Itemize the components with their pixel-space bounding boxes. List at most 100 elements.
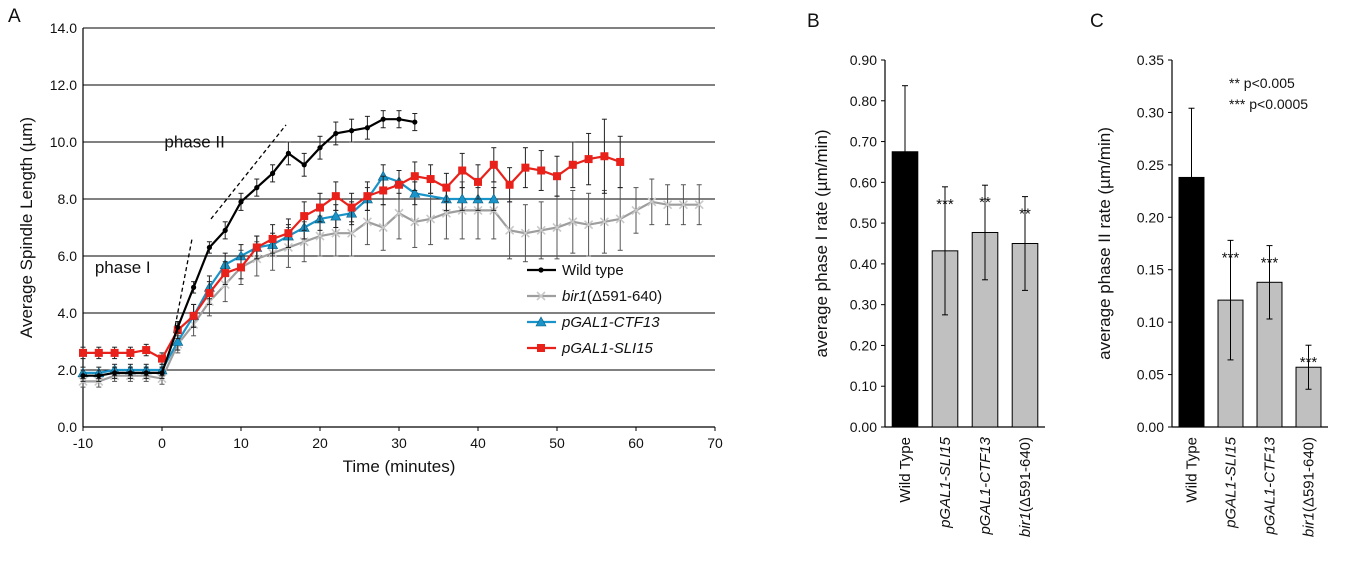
panel-label-c: C: [1090, 11, 1104, 32]
series-marker: [206, 244, 212, 251]
series-marker: [270, 170, 276, 176]
category-label-name: pGAL1-CTF13: [1262, 436, 1279, 535]
series-marker: [568, 217, 578, 227]
series-marker: [221, 269, 230, 278]
series-marker: [409, 187, 421, 198]
x-tick-label: -10: [73, 435, 93, 451]
series-line: [83, 118, 415, 377]
series-marker: [299, 237, 309, 247]
series-marker: [317, 145, 323, 151]
series-marker: [600, 152, 609, 161]
y-tick-label: 0.70: [850, 134, 877, 150]
series-marker: [80, 373, 86, 379]
series-marker: [363, 192, 372, 201]
series-marker: [364, 125, 370, 131]
y-tick-label: 0.00: [850, 419, 877, 435]
series-marker: [175, 324, 181, 330]
annotation-dashed-line: [173, 238, 193, 334]
series-marker: [189, 311, 198, 320]
series-marker: [488, 193, 500, 204]
series-marker: [252, 243, 261, 252]
y-tick-label: 0.0: [58, 419, 78, 435]
panel-a: A 0.0 2.0 4.0 6.0 8.0 10.0 12.0 14.0 -10 0 10 20 30 40…: [8, 6, 723, 476]
series-marker: [143, 370, 149, 376]
category-label: pGAL1-SLI15: [937, 436, 954, 529]
legend-label-name: bir1: [562, 288, 587, 305]
category-label-name: bir1: [1301, 512, 1318, 537]
y-tick-label: 0.00: [1137, 419, 1164, 435]
series-marker: [678, 200, 688, 210]
category-label-name: pGAL1-SLI15: [1223, 436, 1240, 529]
y-axis-title: average phase I rate (µm/min): [812, 129, 831, 357]
series-marker: [535, 316, 547, 327]
series-marker: [537, 344, 545, 352]
panel-c: C 0.00 0.05 0.10 0.15 0.20 0.25 0.30 0.35 average…: [1090, 11, 1328, 537]
x-tick-label: 60: [628, 435, 644, 451]
category-label-name: pGAL1-SLI15: [937, 436, 954, 529]
series-marker: [412, 119, 418, 125]
series-marker: [315, 231, 325, 241]
significance-marker: ***: [1222, 249, 1240, 266]
series-marker: [616, 157, 625, 166]
series-marker: [316, 203, 324, 212]
x-axis-title: Time (minutes): [343, 457, 456, 476]
category-label: bir1(Δ591-640): [1017, 437, 1034, 537]
legend-label-name: pGAL1-SLI15: [561, 340, 654, 357]
y-tick-label: 0.10: [850, 378, 877, 394]
series-marker: [112, 370, 118, 376]
series-marker: [520, 228, 530, 238]
series-wild-type: [80, 110, 418, 382]
series-marker: [584, 155, 593, 164]
series-marker: [396, 116, 402, 122]
series-marker: [159, 370, 165, 376]
x-tick-label: 0: [158, 435, 166, 451]
legend-label: pGAL1-SLI15: [561, 340, 654, 357]
series-marker: [536, 291, 546, 301]
series-marker: [79, 348, 87, 357]
x-tick-label: 70: [707, 435, 723, 451]
category-label-name: Wild Type: [1184, 437, 1201, 503]
significance-marker: ***: [936, 196, 954, 213]
y-tick-label: 0.20: [1137, 209, 1164, 225]
series-line: [83, 200, 700, 383]
category-label: bir1(Δ591-640): [1301, 437, 1318, 537]
series-marker: [300, 212, 309, 221]
series-marker: [347, 203, 356, 212]
x-tick-label: 40: [470, 435, 486, 451]
series-marker: [284, 229, 293, 238]
series-marker: [663, 200, 673, 210]
legend-label: bir1(Δ591-640): [562, 288, 662, 305]
y-tick-label: 0.60: [850, 174, 877, 190]
y-tick-label: 0.50: [850, 215, 877, 231]
series-marker: [330, 210, 342, 221]
series-marker: [158, 354, 166, 363]
y-tick-label: 2.0: [58, 362, 78, 378]
y-tick-label: 0.25: [1137, 157, 1164, 173]
y-tick-label: 0.15: [1137, 262, 1164, 278]
significance-marker: ***: [1261, 255, 1279, 272]
y-tick-label: 10.0: [50, 134, 77, 150]
category-label-name: Wild Type: [897, 437, 914, 503]
series-marker: [333, 130, 339, 137]
series-marker: [362, 217, 372, 227]
series-marker: [505, 180, 514, 189]
series-marker: [191, 284, 197, 290]
series-marker: [347, 228, 357, 238]
series-marker: [380, 116, 386, 122]
series-marker: [537, 166, 546, 175]
y-tick-label: 4.0: [58, 305, 78, 321]
panel-label-a: A: [8, 6, 21, 27]
series-marker: [331, 192, 340, 201]
series-marker: [536, 225, 546, 235]
y-tick-label: 8.0: [58, 191, 78, 207]
series-marker: [584, 220, 594, 230]
annotation-label: phase II: [164, 133, 225, 152]
y-tick-label: 0.10: [1137, 314, 1164, 330]
category-label-suffix: (Δ591-640): [1017, 437, 1034, 512]
y-axis-title: Average Spindle Length (µm): [17, 117, 36, 338]
series-marker: [553, 172, 561, 181]
y-tick-label: 0.40: [850, 256, 877, 272]
y-tick-label: 0.20: [850, 337, 877, 353]
series-marker: [349, 128, 355, 134]
x-tick-label: 50: [549, 435, 565, 451]
